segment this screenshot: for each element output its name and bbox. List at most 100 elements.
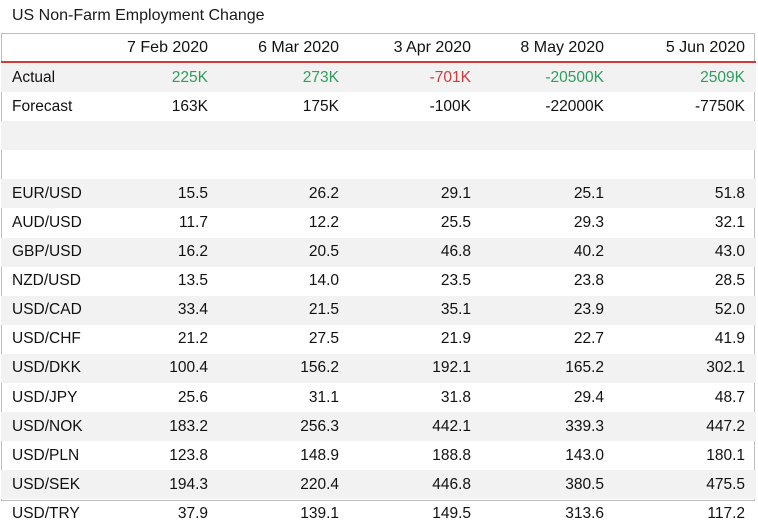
- table-cell: 148.9: [300, 446, 339, 464]
- table-cell: 14.0: [308, 272, 339, 290]
- column-header: 5 Jun 2020: [615, 34, 756, 63]
- table-cell: [219, 150, 350, 179]
- table-cell: 256.3: [219, 412, 350, 442]
- table-cell: 220.4: [219, 470, 350, 500]
- table-cell: 20.5: [219, 237, 350, 267]
- row-label: NZD/USD: [12, 272, 81, 290]
- table-cell: -7750K: [695, 97, 745, 115]
- table-cell: 165.2: [482, 353, 615, 384]
- table-cell: 446.8: [350, 470, 482, 500]
- table-cell: [219, 121, 350, 151]
- table-cell: 302.1: [615, 353, 756, 384]
- row-label: AUD/USD: [12, 214, 82, 232]
- table-cell: [615, 121, 756, 151]
- table-cell: 339.3: [482, 412, 615, 442]
- table-cell: [482, 150, 615, 179]
- table-row: USD/DKK 100.4 156.2 192.1 165.2 302.1: [1, 353, 756, 384]
- table-cell: 51.8: [615, 179, 756, 209]
- nfp-table: 7 Feb 2020 6 Mar 2020 3 Apr 2020 8 May 2020…: [1, 34, 756, 529]
- row-label: USD/PLN: [12, 446, 80, 464]
- spacer-row: [1, 121, 756, 151]
- table-row: USD/NOK 183.2 256.3 442.1 339.3 447.2: [1, 412, 756, 442]
- table-cell: [482, 121, 615, 151]
- table-cell: [99, 150, 219, 179]
- forecast-row: Forecast 163K 175K -100K -22000K -7750K: [1, 92, 756, 121]
- row-label: USD/CAD: [1, 295, 99, 325]
- table-cell: 46.8: [350, 237, 482, 267]
- table-cell: 29.1: [350, 179, 482, 209]
- table-row: USD/CAD 33.4 21.5 35.1 23.9 52.0: [1, 295, 756, 325]
- row-label: USD/NOK: [1, 412, 99, 442]
- table-cell: [350, 150, 482, 179]
- table-cell: 475.5: [615, 470, 756, 500]
- table-cell: 29.4: [573, 388, 604, 406]
- table-cell: 43.0: [615, 237, 756, 267]
- table-cell: 35.1: [350, 295, 482, 325]
- table-cell: 175K: [302, 97, 339, 115]
- table-row: AUD/USD 11.7 12.2 25.5 29.3 32.1: [1, 208, 756, 237]
- table-row: USD/PLN 123.8 148.9 188.8 143.0 180.1: [1, 441, 756, 470]
- table-cell: 27.5: [308, 330, 339, 348]
- table-cell: 117.2: [707, 504, 745, 522]
- table-cell: 16.2: [99, 237, 219, 267]
- table-cell: 31.8: [440, 388, 471, 406]
- table-cell: 123.8: [169, 446, 208, 464]
- table-cell: 21.5: [219, 295, 350, 325]
- table-cell: 33.4: [99, 295, 219, 325]
- table-cell: 25.5: [440, 214, 471, 232]
- row-label: [1, 150, 99, 179]
- table-cell: 2509K: [615, 62, 756, 93]
- table-cell: 149.5: [432, 504, 471, 522]
- table-cell: 11.7: [178, 214, 208, 232]
- table-cell: -100K: [429, 97, 471, 115]
- table-cell: 26.2: [219, 179, 350, 209]
- row-label: USD/TRY: [12, 504, 80, 522]
- table-cell: 37.9: [177, 504, 208, 522]
- table-cell: 442.1: [350, 412, 482, 442]
- table-cell: 22.7: [573, 330, 604, 348]
- table-cell: 192.1: [350, 353, 482, 384]
- table-frame: [1, 33, 755, 501]
- table-title: US Non-Farm Employment Change: [12, 7, 265, 24]
- table-row: USD/CHF 21.2 27.5 21.9 22.7 41.9: [1, 325, 756, 354]
- column-header: 3 Apr 2020: [350, 34, 482, 63]
- row-label: USD/DKK: [1, 353, 99, 384]
- table-cell: 194.3: [99, 470, 219, 500]
- table-cell: -22000K: [545, 97, 604, 115]
- table-cell: 15.5: [99, 179, 219, 209]
- table-row: GBP/USD 16.2 20.5 46.8 40.2 43.0: [1, 237, 756, 267]
- table-cell: 447.2: [615, 412, 756, 442]
- column-header: 6 Mar 2020: [219, 34, 350, 63]
- table-row: USD/JPY 25.6 31.1 31.8 29.4 48.7: [1, 383, 756, 412]
- row-label: [1, 121, 99, 151]
- table-cell: 23.5: [440, 272, 471, 290]
- table-cell: 31.1: [308, 388, 339, 406]
- table-cell: 41.9: [714, 330, 745, 348]
- row-label: USD/CHF: [12, 330, 81, 348]
- table-cell: 13.5: [177, 272, 208, 290]
- table-cell: 156.2: [219, 353, 350, 384]
- spacer-row: [1, 150, 756, 179]
- table-cell: 40.2: [482, 237, 615, 267]
- table-cell: 188.8: [432, 446, 471, 464]
- column-header: 7 Feb 2020: [99, 34, 219, 63]
- table-cell: 273K: [219, 62, 350, 93]
- table-cell: 180.1: [706, 446, 745, 464]
- column-header: 8 May 2020: [482, 34, 615, 63]
- table-cell: 28.5: [714, 272, 745, 290]
- table-row: NZD/USD 13.5 14.0 23.5 23.8 28.5: [1, 267, 756, 296]
- table-cell: 380.5: [482, 470, 615, 500]
- table-cell: [350, 121, 482, 151]
- table-cell: 21.2: [177, 330, 208, 348]
- table-cell: 163K: [171, 97, 208, 115]
- row-label: USD/JPY: [12, 388, 78, 406]
- table-cell: 25.1: [482, 179, 615, 209]
- table-cell: [615, 150, 756, 179]
- row-label: GBP/USD: [1, 237, 99, 267]
- table-cell: 183.2: [99, 412, 219, 442]
- table-cell: 29.3: [573, 214, 604, 232]
- table-cell: 143.0: [565, 446, 604, 464]
- table-cell: 12.2: [308, 214, 339, 232]
- actual-row: Actual 225K 273K -701K -20500K 2509K: [1, 62, 756, 93]
- table-cell: -701K: [350, 62, 482, 93]
